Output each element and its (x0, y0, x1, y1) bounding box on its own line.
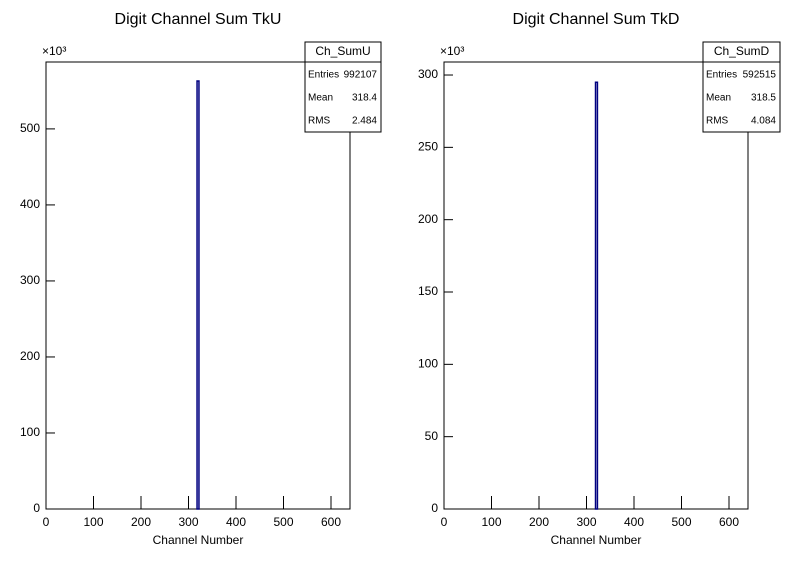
x-tick-label: 0 (43, 515, 50, 529)
bar (196, 80, 200, 510)
stats-title: Ch_SumU (315, 44, 370, 58)
stats-label: Entries (706, 70, 737, 81)
stats-value: 4.084 (751, 116, 776, 127)
stats-box (304, 41, 382, 133)
x-axis-label: Channel Number (551, 533, 642, 547)
x-tick-label: 100 (83, 515, 103, 529)
x-tick-label: 600 (321, 515, 341, 529)
y-tick-label: 100 (20, 425, 40, 439)
stats-label: Mean (308, 93, 333, 104)
x-tick-label: 200 (529, 515, 549, 529)
y-multiplier: ×10³ (42, 44, 66, 58)
stats-label: RMS (308, 116, 331, 127)
x-axis-label: Channel Number (153, 533, 244, 547)
y-tick-label: 300 (20, 273, 40, 287)
x-tick-label: 300 (178, 515, 198, 529)
x-tick-label: 500 (671, 515, 691, 529)
stats-value: 318.4 (352, 93, 377, 104)
y-tick-label: 500 (20, 121, 40, 135)
x-tick-label: 100 (481, 515, 501, 529)
y-tick-label: 400 (20, 197, 40, 211)
chart-title: Digit Channel Sum TkU (115, 11, 282, 28)
x-tick-label: 200 (131, 515, 151, 529)
x-tick-label: 600 (719, 515, 739, 529)
y-tick-label: 0 (431, 501, 438, 515)
y-tick-label: 250 (418, 140, 438, 154)
bar (594, 81, 599, 510)
y-tick-label: 100 (418, 357, 438, 371)
y-tick-label: 150 (418, 284, 438, 298)
stats-value: 318.5 (751, 93, 776, 104)
stats-label: RMS (706, 116, 729, 127)
x-tick-label: 300 (576, 515, 596, 529)
y-multiplier: ×10³ (440, 44, 464, 58)
y-tick-label: 0 (33, 501, 40, 515)
x-tick-label: 500 (273, 515, 293, 529)
y-tick-label: 200 (418, 212, 438, 226)
stats-label: Mean (706, 93, 731, 104)
x-tick-label: 400 (226, 515, 246, 529)
stats-box (702, 41, 781, 133)
x-tick-label: 0 (441, 515, 448, 529)
stats-label: Entries (308, 70, 339, 81)
stats-value: 592515 (743, 70, 777, 81)
y-tick-label: 300 (418, 67, 438, 81)
chart-title: Digit Channel Sum TkD (513, 11, 680, 28)
x-tick-label: 400 (624, 515, 644, 529)
y-tick-label: 200 (20, 349, 40, 363)
y-tick-label: 50 (425, 429, 439, 443)
plot-frame (45, 61, 351, 510)
stats-title: Ch_SumD (714, 44, 770, 58)
stats-value: 992107 (344, 70, 378, 81)
stats-value: 2.484 (352, 116, 377, 127)
